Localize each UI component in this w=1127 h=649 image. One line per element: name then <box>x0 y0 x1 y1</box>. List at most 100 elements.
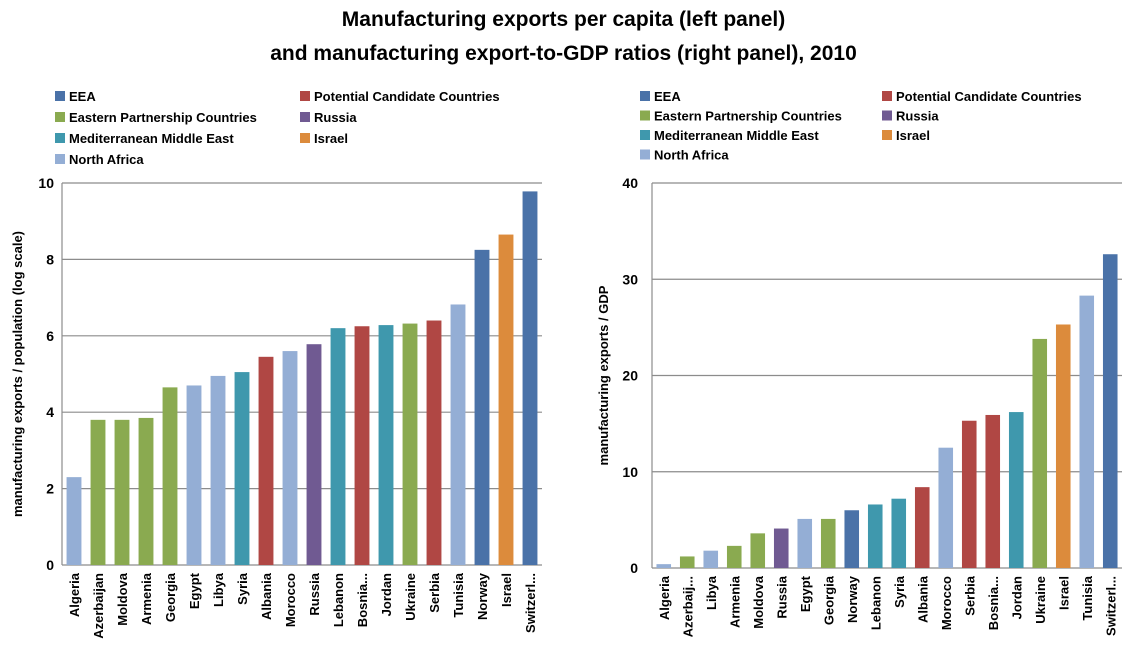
bar <box>1008 412 1024 568</box>
bar <box>210 375 226 565</box>
legend-swatch <box>55 91 65 101</box>
bar <box>726 545 742 568</box>
x-tick-label: Azerbaijan <box>91 573 106 639</box>
x-tick-label: Moldova <box>751 575 766 628</box>
bar <box>282 351 298 565</box>
bar <box>426 320 442 565</box>
x-tick-label: Switzerl... <box>1103 576 1118 636</box>
y-tick-label: 6 <box>46 328 54 344</box>
x-tick-label: Russia <box>774 575 789 618</box>
y-axis-label: manufacturing exports / GDP <box>596 285 611 465</box>
x-tick-label: Russia <box>307 572 322 615</box>
legend-label: Israel <box>314 131 348 146</box>
legend-label: EEA <box>654 89 681 104</box>
x-tick-label: Albania <box>259 572 274 620</box>
x-tick-label: Morocco <box>939 576 954 630</box>
legend-label: Potential Candidate Countries <box>314 89 500 104</box>
bar <box>844 510 860 568</box>
bar <box>1102 254 1118 568</box>
chart-title-line-2: and manufacturing export-to-GDP ratios (… <box>270 42 857 65</box>
bar <box>938 447 954 568</box>
legend-swatch <box>55 112 65 122</box>
x-tick-label: Bosnia... <box>355 573 370 627</box>
y-tick-label: 30 <box>622 271 638 287</box>
bar <box>186 385 202 565</box>
bar <box>498 234 514 565</box>
legend-label: North Africa <box>654 148 729 163</box>
x-tick-label: Armenia <box>727 575 742 628</box>
bar <box>378 325 394 565</box>
bar <box>656 564 672 568</box>
x-tick-label: Tunisia <box>451 572 466 617</box>
bar <box>797 518 813 568</box>
bar <box>162 387 178 565</box>
legend-swatch <box>640 130 650 140</box>
x-tick-label: Libya <box>704 575 719 610</box>
x-tick-label: Libya <box>211 572 226 607</box>
y-tick-label: 10 <box>622 464 638 480</box>
y-tick-label: 40 <box>622 175 638 191</box>
y-tick-label: 10 <box>38 175 54 191</box>
legend-label: Israel <box>896 128 930 143</box>
legend-swatch <box>882 91 892 101</box>
bar <box>961 420 977 568</box>
legend-label: Potential Candidate Countries <box>896 89 1082 104</box>
x-tick-label: Tunisia <box>1080 575 1095 620</box>
bar <box>66 477 82 565</box>
bar <box>1032 338 1048 568</box>
legend-label: Russia <box>896 109 939 124</box>
x-tick-label: Bosnia... <box>986 576 1001 630</box>
y-tick-label: 20 <box>622 368 638 384</box>
bar <box>234 372 250 565</box>
bar <box>354 326 370 565</box>
y-tick-label: 0 <box>46 557 54 573</box>
x-tick-label: Jordan <box>379 573 394 616</box>
legend-label: Russia <box>314 110 357 125</box>
x-tick-label: Algeria <box>657 575 672 620</box>
legend-label: North Africa <box>69 152 144 167</box>
legend-swatch <box>640 149 650 160</box>
y-tick-label: 2 <box>46 481 54 497</box>
bar <box>402 323 418 565</box>
bar <box>450 304 466 565</box>
bar <box>820 518 836 568</box>
bar <box>522 191 538 566</box>
legend-swatch <box>882 110 892 121</box>
x-tick-label: Serbia <box>427 572 442 613</box>
bar <box>750 533 766 568</box>
x-tick-label: Israel <box>1056 576 1071 610</box>
x-tick-label: Jordan <box>1009 576 1024 619</box>
legend-swatch <box>640 110 650 121</box>
x-tick-label: Lebanon <box>331 573 346 627</box>
bar <box>114 419 130 565</box>
x-tick-label: Egypt <box>798 575 813 612</box>
y-tick-label: 8 <box>46 251 54 267</box>
bar <box>306 344 322 565</box>
x-tick-label: Norway <box>845 575 860 623</box>
bar <box>867 504 883 568</box>
x-tick-label: Azerbaij... <box>680 576 695 637</box>
legend-label: Eastern Partnership Countries <box>69 110 257 125</box>
bar <box>330 328 346 565</box>
legend-swatch <box>300 133 310 143</box>
bar <box>914 487 930 568</box>
legend-swatch <box>640 91 650 101</box>
bar <box>138 417 154 565</box>
y-tick-label: 4 <box>46 404 54 420</box>
bar <box>90 419 106 565</box>
x-tick-label: Israel <box>499 573 514 607</box>
y-axis-label: manufacturing exports / population (log … <box>10 231 25 517</box>
x-tick-label: Georgia <box>821 575 836 625</box>
legend-swatch <box>300 91 310 101</box>
bar <box>258 356 274 565</box>
x-tick-label: Switzerl... <box>523 573 538 633</box>
bar <box>679 556 695 568</box>
bar <box>985 414 1001 568</box>
legend-label: EEA <box>69 89 96 104</box>
legend-swatch <box>882 130 892 140</box>
x-tick-label: Morocco <box>283 573 298 627</box>
x-tick-label: Ukraine <box>403 573 418 621</box>
x-tick-label: Moldova <box>115 572 130 625</box>
bar <box>474 249 490 565</box>
